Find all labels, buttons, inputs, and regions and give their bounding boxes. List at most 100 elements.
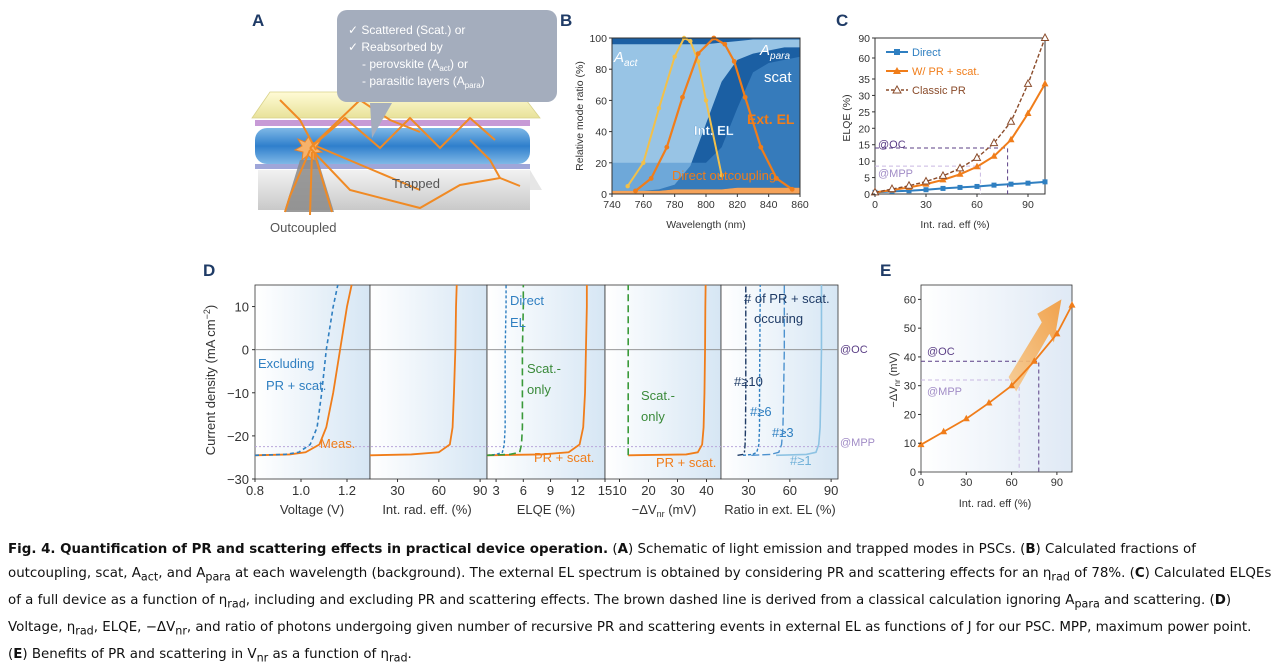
d-pr-scat-label-3: PR + scat. bbox=[534, 450, 594, 465]
d-direct-label: Direct bbox=[510, 293, 544, 308]
chart-c-point-classic bbox=[1023, 78, 1033, 87]
chart-e-ytick-label: 60 bbox=[904, 294, 916, 306]
chart-c-ytick-label: 60 bbox=[858, 53, 870, 65]
chart-d-xtick-label: 6 bbox=[520, 483, 527, 498]
chart-c-point-direct bbox=[991, 182, 997, 188]
chart-d-xtick-label: 60 bbox=[432, 483, 446, 498]
chart-e-point bbox=[940, 427, 948, 435]
chart-c-point-prscat bbox=[1041, 79, 1049, 87]
caption-e-text2: as a function of η bbox=[268, 647, 390, 663]
d-count-label-1: # of PR + scat. bbox=[744, 291, 830, 306]
chart-d-xtick-label: 12 bbox=[571, 483, 585, 498]
chart-c-point-direct bbox=[1025, 180, 1031, 186]
chart-e-xtick-label: 90 bbox=[1051, 477, 1063, 489]
chart-d-ytick-label: 0 bbox=[242, 343, 249, 358]
htl-layer bbox=[255, 120, 530, 126]
caption-d-sub2: nr bbox=[175, 624, 187, 638]
ext-el-label: Ext. EL bbox=[747, 111, 795, 127]
chart-e-ytick-label: 10 bbox=[904, 438, 916, 450]
region-scat: scat bbox=[764, 69, 792, 86]
chart-d-xtick-label: 60 bbox=[783, 483, 797, 498]
callout-line-3: - perovskite (Aact) or bbox=[362, 57, 468, 73]
d-elqe-direct-line bbox=[486, 285, 507, 456]
chart-c-point-prscat bbox=[956, 170, 964, 177]
chart-d-xtick-label: 90 bbox=[473, 483, 487, 498]
legend-direct: Direct bbox=[912, 47, 941, 59]
region-a-para: Apara bbox=[759, 42, 790, 62]
panel-d: D 0.8 1.0 1.2 30 60 90 3 6 9 12 15 10 20 30 40 30 60 9010… bbox=[202, 261, 875, 519]
chart-b-xlabel: Wavelength (nm) bbox=[666, 219, 746, 231]
chart-c-ylabel: ELQE (%) bbox=[841, 94, 853, 141]
chart-d-xtick-label: 1.2 bbox=[338, 483, 356, 498]
chart-d-xtick-label: 3 bbox=[492, 483, 499, 498]
region-a-act: Aact bbox=[613, 49, 639, 69]
chart-c-mpp-label: @MPP bbox=[878, 168, 913, 180]
ext-el-point bbox=[722, 41, 728, 47]
d-ge10-label: #≥10 bbox=[734, 374, 763, 389]
chart-c-point-prscat bbox=[1007, 135, 1015, 143]
chart-e-ytick-label: 30 bbox=[904, 381, 916, 393]
chart-b-xtick-label: 780 bbox=[666, 199, 684, 211]
ext-el-point bbox=[648, 176, 654, 181]
chart-c-ytick-label: 25 bbox=[858, 107, 870, 119]
ext-el-point bbox=[774, 176, 779, 181]
caption-a-text: Schematic of light emission and trapped … bbox=[637, 542, 1026, 557]
chart-e-point bbox=[917, 440, 925, 448]
chart-b-xtick-label: 760 bbox=[635, 199, 653, 211]
panel-c: C 0 30 60 90 0 5 10 15 20 25 30 35 60 90 ELQE (%) Int… bbox=[836, 11, 1050, 231]
region-scat-fill bbox=[612, 39, 800, 191]
chart-e-ylabel: −ΔVnr (mV) bbox=[888, 352, 902, 407]
d-only-label-1: only bbox=[527, 382, 551, 397]
caption-e-label: E bbox=[13, 647, 23, 663]
chart-c-ytick-label: 30 bbox=[858, 90, 870, 102]
chart-c-point-classic bbox=[1006, 116, 1016, 125]
chart-d-ytick-label: −30 bbox=[227, 472, 249, 487]
caption-d-sub: rad bbox=[75, 624, 94, 638]
caption-b-sub2: para bbox=[205, 570, 231, 584]
d-oc-label: @OC bbox=[840, 344, 868, 356]
d-ge6-label: #≥6 bbox=[750, 404, 772, 419]
chart-e-xlabel: Int. rad. eff (%) bbox=[959, 498, 1032, 510]
chart-c-xtick-label: 90 bbox=[1022, 199, 1034, 211]
chart-d-xtick-label: 30 bbox=[741, 483, 755, 498]
chart-d-xtick-label: 1.0 bbox=[292, 483, 310, 498]
caption-d-text3: , and ratio of photons undergoing given … bbox=[8, 620, 1252, 663]
int-el-point bbox=[625, 184, 630, 189]
chart-c-oc-label: @OC bbox=[878, 139, 906, 151]
ext-el-point bbox=[742, 94, 748, 100]
d-irad-line bbox=[369, 284, 458, 457]
ext-el-point bbox=[758, 144, 764, 150]
chart-d-ytick-label: 10 bbox=[235, 300, 249, 315]
callout-pointer bbox=[370, 103, 392, 138]
chart-d-xlabel-5: Ratio in ext. EL (%) bbox=[724, 502, 836, 517]
chart-c: 0 30 60 90 0 5 10 15 20 25 30 35 60 90 bbox=[858, 32, 1050, 211]
chart-c-point-direct bbox=[923, 187, 929, 193]
chart-c-point-prscat bbox=[939, 175, 947, 183]
chart-d-xlabel-3: ELQE (%) bbox=[517, 502, 576, 517]
chart-c-oc-ref bbox=[875, 147, 1009, 194]
caption-b-text3: of 78%. ( bbox=[1069, 565, 1135, 581]
region-direct-fill bbox=[612, 187, 800, 194]
d-excluding-label: Excluding bbox=[258, 356, 314, 371]
d-voltage-excl-line bbox=[254, 284, 339, 457]
chart-d-xtick-label: 40 bbox=[699, 483, 713, 498]
chart-c-ytick-label: 20 bbox=[858, 123, 870, 135]
caption-c-text2: , including and excluding PR and scatter… bbox=[245, 592, 1075, 608]
caption-d-text: Voltage, η bbox=[8, 620, 76, 636]
int-el-point bbox=[641, 160, 646, 165]
direct-outcoupling-label: Direct outcoupling bbox=[672, 168, 776, 183]
ext-el-point bbox=[633, 188, 638, 194]
chart-e-point bbox=[962, 414, 970, 422]
chart-e-point bbox=[1068, 301, 1076, 308]
chart-d-xtick-label: 0.8 bbox=[246, 483, 264, 498]
int-el-point bbox=[688, 38, 693, 44]
chart-c-point-classic bbox=[955, 163, 965, 172]
d-meas-label: Meas. bbox=[320, 436, 355, 451]
caption-b-sub1: act bbox=[140, 570, 159, 584]
chart-c-xtick-label: 0 bbox=[872, 199, 878, 211]
d-mpp-label: @MPP bbox=[840, 437, 875, 449]
chart-e-trend-arrow bbox=[1008, 299, 1062, 392]
d-pr-scat-label: PR + scat. bbox=[266, 378, 326, 393]
panel-a-label: A bbox=[252, 11, 264, 30]
d-count-label-2: occuring bbox=[754, 311, 803, 326]
